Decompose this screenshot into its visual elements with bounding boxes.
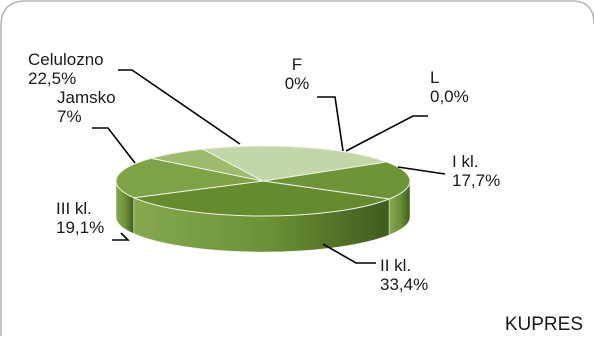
leader-line-iii-kl (112, 232, 130, 241)
slice-name-label-ii-kl: II kl. (380, 256, 411, 275)
leader-line-jamsko (92, 127, 136, 164)
slice-value-label-i-kl: 17,7% (452, 171, 500, 190)
slice-value-label-f: 0% (285, 74, 310, 93)
corner-label: KUPRES (505, 314, 583, 335)
pie-slice-iii-kl (115, 157, 264, 199)
leader-line-ii-kl (322, 243, 376, 264)
slice-value-label-jamsko: 7% (57, 107, 82, 126)
leader-line-f (317, 96, 344, 152)
leader-line-i-kl (397, 166, 446, 175)
slice-value-label-l: 0,0% (430, 87, 469, 106)
slice-name-label-celulozno: Celulozno (28, 50, 104, 69)
slice-value-label-iii-kl: 19,1% (56, 218, 104, 237)
pie-slice-i-kl (262, 161, 411, 200)
slice-name-label-l: L (430, 68, 439, 87)
pie-slice-celulozno (200, 145, 387, 182)
slice-name-label-jamsko: Jamsko (57, 88, 116, 107)
slice-name-label-iii-kl: III kl. (56, 199, 92, 218)
slice-value-label-celulozno: 22,5% (28, 69, 76, 88)
slice-name-label-i-kl: I kl. (452, 152, 478, 171)
leader-line-celulozno (118, 69, 241, 145)
leader-line-l (345, 115, 428, 152)
slice-value-label-ii-kl: 33,4% (380, 275, 428, 294)
slice-name-label-f: F (292, 55, 302, 74)
